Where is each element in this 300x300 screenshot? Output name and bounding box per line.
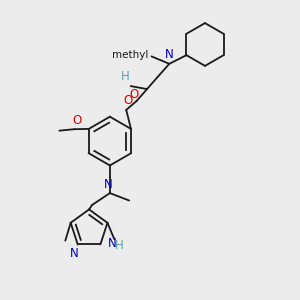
Text: H: H (120, 70, 129, 83)
Text: N: N (165, 48, 174, 61)
Text: N: N (104, 178, 113, 191)
Text: H: H (115, 239, 123, 252)
Text: N: N (108, 237, 117, 250)
Text: methyl: methyl (112, 50, 148, 60)
Text: O: O (73, 114, 82, 127)
Text: N: N (70, 248, 79, 260)
Text: O: O (123, 94, 132, 107)
Text: O: O (129, 88, 138, 100)
